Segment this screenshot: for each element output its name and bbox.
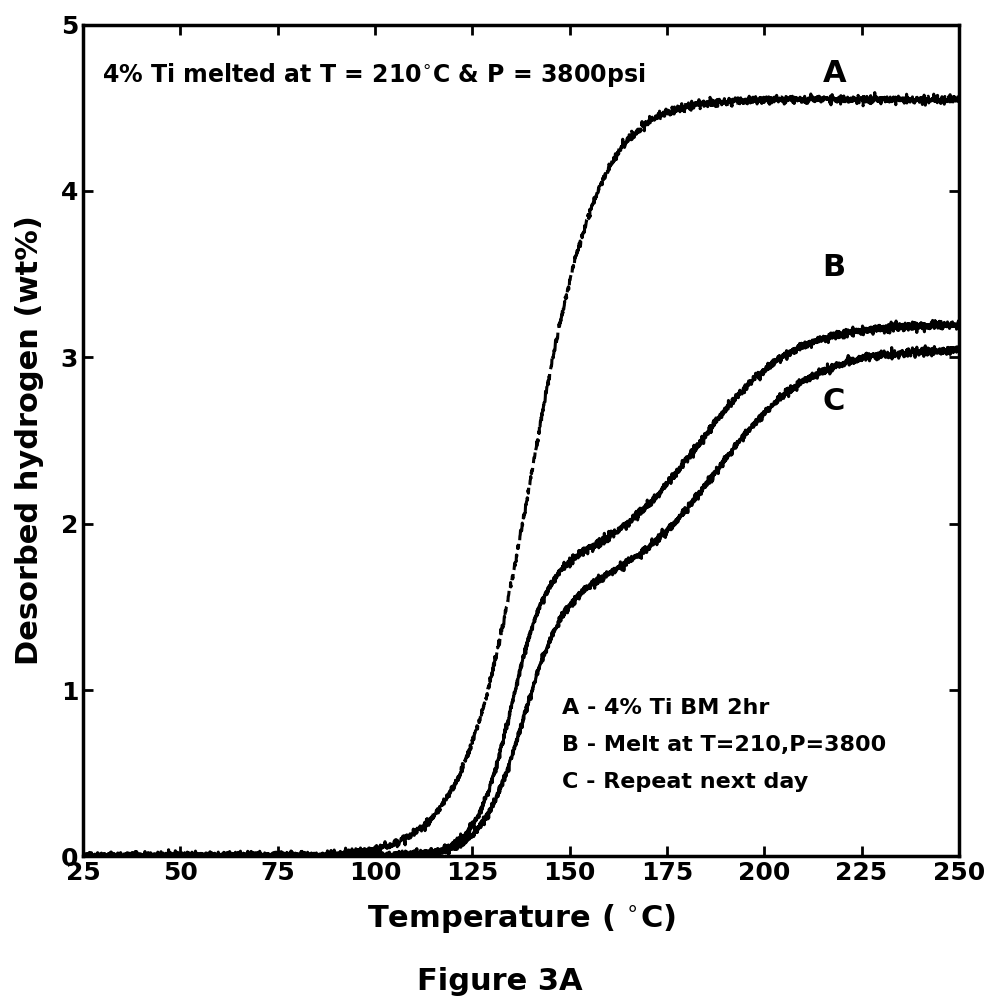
Text: 4% Ti melted at T = 210$^{\circ}$C & P = 3800psi: 4% Ti melted at T = 210$^{\circ}$C & P =… — [102, 61, 646, 89]
Text: A: A — [823, 59, 846, 88]
Text: Figure 3A: Figure 3A — [417, 967, 583, 996]
X-axis label: Temperature ( $^{\circ}$C): Temperature ( $^{\circ}$C) — [367, 902, 675, 935]
Y-axis label: Desorbed hydrogen (wt%): Desorbed hydrogen (wt%) — [15, 216, 44, 665]
Text: A - 4% Ti BM 2hr: A - 4% Ti BM 2hr — [562, 698, 769, 718]
Text: C - Repeat next day: C - Repeat next day — [562, 772, 808, 792]
Text: B - Melt at T=210,P=3800: B - Melt at T=210,P=3800 — [562, 735, 886, 755]
Text: B: B — [823, 253, 846, 282]
Text: C: C — [823, 387, 845, 416]
